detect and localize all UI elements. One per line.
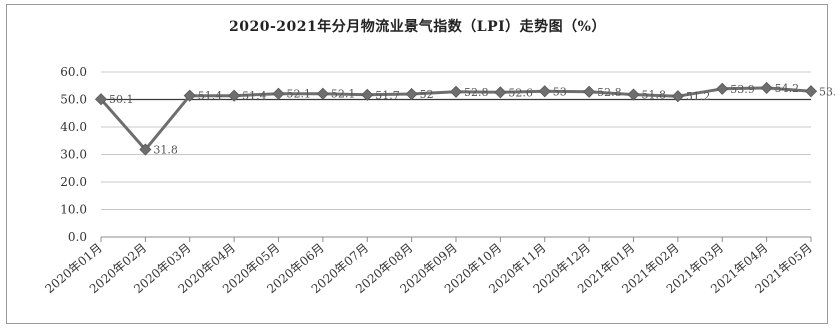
data-point-8 bbox=[449, 85, 463, 98]
data-label-12: 51.8 bbox=[642, 89, 667, 102]
data-label-10: 53 bbox=[553, 85, 567, 98]
data-point-4 bbox=[272, 87, 285, 100]
data-label-15: 54.2 bbox=[775, 82, 800, 95]
data-point-2 bbox=[183, 89, 196, 102]
y-tick-label-5: 50.0 bbox=[60, 93, 87, 107]
y-tick-label-6: 60.0 bbox=[60, 65, 87, 79]
y-tick-label-2: 20.0 bbox=[60, 175, 87, 189]
data-label-8: 52.8 bbox=[464, 86, 489, 99]
data-label-9: 52.6 bbox=[508, 86, 533, 99]
chart-frame bbox=[6, 4, 828, 324]
chart-title: 2020-2021年分月物流业景气指数（LPI）走势图（%） bbox=[229, 19, 606, 35]
data-point-16 bbox=[804, 85, 818, 98]
data-point-10 bbox=[538, 85, 551, 98]
data-label-3: 51.4 bbox=[242, 90, 267, 103]
y-tick-label-4: 40.0 bbox=[60, 120, 87, 134]
data-label-4: 52.1 bbox=[287, 88, 312, 101]
data-point-0 bbox=[94, 93, 108, 106]
data-label-11: 52.8 bbox=[597, 86, 622, 99]
y-tick-label-1: 10.0 bbox=[60, 203, 87, 217]
data-point-12 bbox=[627, 88, 640, 101]
y-tick-label-0: 0.0 bbox=[68, 230, 87, 244]
data-point-14 bbox=[716, 82, 729, 95]
data-point-15 bbox=[760, 81, 773, 95]
data-labels: 50.1 31.8 51.4 51.4 52.1 52.1 51.7 52 52.8 52.6 53… bbox=[109, 82, 835, 157]
data-point-11 bbox=[583, 85, 596, 98]
data-point-1 bbox=[139, 143, 152, 156]
y-tick-label-3: 30.0 bbox=[60, 148, 87, 162]
axes bbox=[100, 236, 812, 242]
data-label-14: 53.9 bbox=[730, 83, 755, 96]
data-point-13 bbox=[671, 90, 684, 103]
data-point-7 bbox=[405, 87, 418, 101]
data-label-5: 52.1 bbox=[331, 88, 356, 101]
data-label-2: 51.4 bbox=[198, 90, 223, 103]
data-point-3 bbox=[228, 89, 241, 102]
data-label-6: 51.7 bbox=[375, 89, 400, 102]
data-label-1: 31.8 bbox=[153, 144, 178, 157]
data-point-5 bbox=[316, 87, 329, 100]
data-label-13: 51.2 bbox=[686, 90, 711, 103]
data-point-9 bbox=[494, 86, 507, 99]
data-label-16: 53.0 bbox=[819, 85, 835, 98]
series-layer bbox=[94, 81, 818, 156]
data-point-6 bbox=[361, 88, 374, 101]
data-label-7: 52 bbox=[420, 88, 434, 101]
data-label-0: 50.1 bbox=[109, 93, 134, 106]
